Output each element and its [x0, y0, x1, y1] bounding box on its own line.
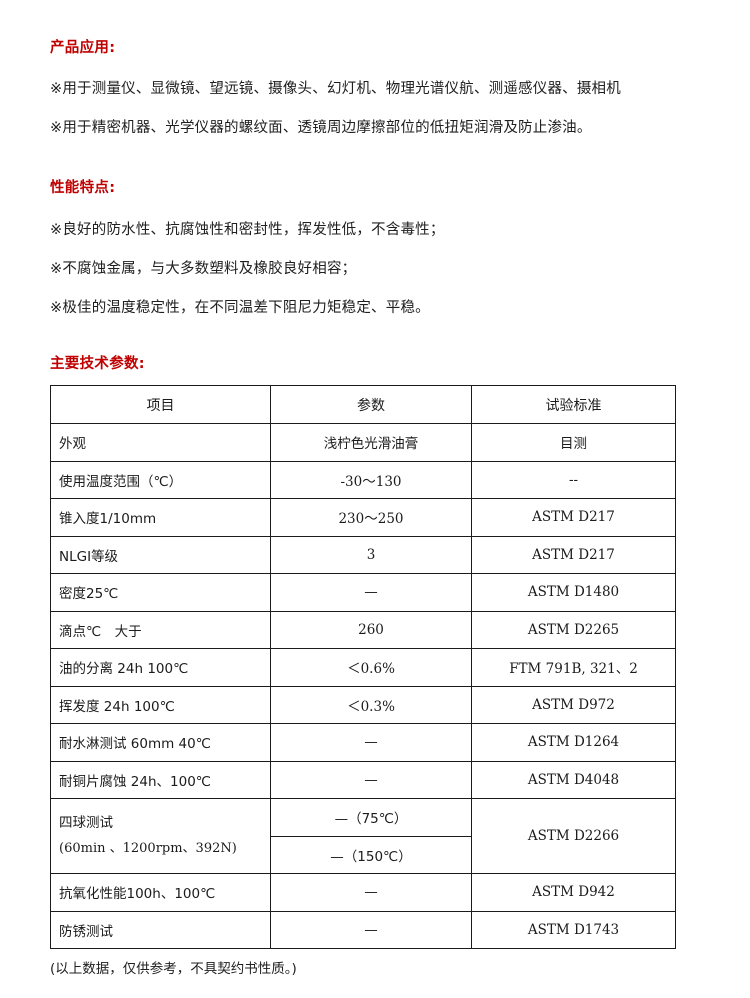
- spec-item: 耐铜片腐蚀 24h、100℃: [50, 760, 271, 799]
- table-row: 防锈测试 — ASTM D1743: [50, 910, 676, 949]
- application-heading: 产品应用:: [50, 40, 116, 56]
- features-line-2: ※不腐蚀金属，与大多数塑料及橡胶良好相容；: [50, 261, 357, 277]
- spec-param: 260: [270, 610, 472, 649]
- spec-standard: ASTM D1264: [471, 723, 676, 762]
- table-row: 外观 浅柠色光滑油膏 目测: [50, 423, 676, 462]
- table-row: 挥发度 24h 100℃ ＜0.3% ASTM D972: [50, 685, 676, 724]
- column-header-standard: 试验标准: [471, 385, 676, 424]
- spec-item: 外观: [50, 423, 271, 462]
- spec-param: 230～250: [270, 498, 472, 537]
- application-line-1: ※用于测量仪、显微镜、望远镜、摄像头、幻灯机、物理光谱仪航、测遥感仪器、摄相机: [50, 81, 621, 97]
- spec-standard: ASTM D1480: [471, 573, 676, 612]
- spec-standard: 目测: [471, 423, 676, 462]
- table-row: 使用温度范围（℃） -30～130 --: [50, 460, 676, 499]
- spec-param: —: [270, 873, 472, 912]
- spec-standard: ASTM D217: [471, 535, 676, 574]
- specs-heading: 主要技术参数:: [50, 356, 145, 372]
- spec-param: —: [270, 760, 472, 799]
- features-heading: 性能特点:: [50, 180, 116, 196]
- table-row: 抗氧化性能100h、100℃ — ASTM D942: [50, 873, 676, 912]
- table-row-fourball-b: —（150℃）: [51, 835, 676, 874]
- table-row: 耐铜片腐蚀 24h、100℃ — ASTM D4048: [50, 760, 676, 799]
- table-header-row: 项目 参数 试验标准: [50, 385, 676, 424]
- spec-item: 密度25℃: [50, 573, 271, 612]
- table-row: 滴点℃ 大于 260 ASTM D2265: [50, 610, 676, 649]
- spec-param: 3: [270, 535, 472, 574]
- table-row: 密度25℃ — ASTM D1480: [50, 573, 676, 612]
- spec-param-fourball-150c: —（150℃）: [270, 835, 472, 874]
- fourball-item-line-1: 四球测试: [59, 815, 113, 832]
- spec-item-fourball: 四球测试 (60min 、1200rpm、392N): [50, 798, 271, 874]
- spec-param: —: [270, 723, 472, 762]
- table-row: 耐水淋测试 60mm 40℃ — ASTM D1264: [50, 723, 676, 762]
- spec-standard: ASTM D972: [471, 685, 676, 724]
- spec-standard: ASTM D2265: [471, 610, 676, 649]
- spec-item: 防锈测试: [50, 910, 271, 949]
- spec-item: NLGI等级: [50, 535, 271, 574]
- specs-table: 项目 参数 试验标准 外观 浅柠色光滑油膏 目测 使用温度范围（℃） -30～1…: [50, 385, 676, 949]
- spec-item: 抗氧化性能100h、100℃: [50, 873, 271, 912]
- features-line-1: ※良好的防水性、抗腐蚀性和密封性，挥发性低，不含毒性；: [50, 222, 445, 238]
- spec-param: 浅柠色光滑油膏: [270, 423, 472, 462]
- spec-item: 耐水淋测试 60mm 40℃: [50, 723, 271, 762]
- column-header-param: 参数: [270, 385, 472, 424]
- features-line-3: ※极佳的温度稳定性，在不同温差下阻尼力矩稳定、平稳。: [50, 300, 430, 316]
- spec-standard: ASTM D942: [471, 873, 676, 912]
- spec-standard: ASTM D4048: [471, 760, 676, 799]
- spec-item: 锥入度1/10mm: [50, 498, 271, 537]
- spec-item: 油的分离 24h 100℃: [50, 648, 271, 687]
- disclaimer-footnote: (以上数据，仅供参考，不具契约书性质。): [50, 961, 297, 977]
- spec-param-fourball-75c: —（75℃）: [270, 798, 472, 837]
- spec-standard: FTM 791B, 321、2: [471, 648, 676, 687]
- table-row: 锥入度1/10mm 230～250 ASTM D217: [50, 498, 676, 537]
- spec-standard: --: [471, 460, 676, 499]
- spec-standard: ASTM D1743: [471, 910, 676, 949]
- spec-standard: ASTM D217: [471, 498, 676, 537]
- spec-param: —: [270, 910, 472, 949]
- spec-param: ＜0.3%: [270, 685, 472, 724]
- spec-param: -30～130: [270, 460, 472, 499]
- spec-item: 滴点℃ 大于: [50, 610, 271, 649]
- spec-standard-fourball: ASTM D2266: [471, 798, 676, 874]
- table-row-fourball-a: 四球测试 (60min 、1200rpm、392N) —（75℃） ASTM D…: [50, 798, 676, 874]
- spec-item: 挥发度 24h 100℃: [50, 685, 271, 724]
- table-row: NLGI等级 3 ASTM D217: [50, 535, 676, 574]
- application-line-2: ※用于精密机器、光学仪器的螺纹面、透镜周边摩擦部位的低扭矩润滑及防止渗油。: [50, 120, 592, 136]
- spec-item: 使用温度范围（℃）: [50, 460, 271, 499]
- column-header-item: 项目: [50, 385, 271, 424]
- spec-param: ＜0.6%: [270, 648, 472, 687]
- table-row: 油的分离 24h 100℃ ＜0.6% FTM 791B, 321、2: [50, 648, 676, 687]
- fourball-item-line-2: (60min 、1200rpm、392N): [59, 841, 237, 857]
- spec-param: —: [270, 573, 472, 612]
